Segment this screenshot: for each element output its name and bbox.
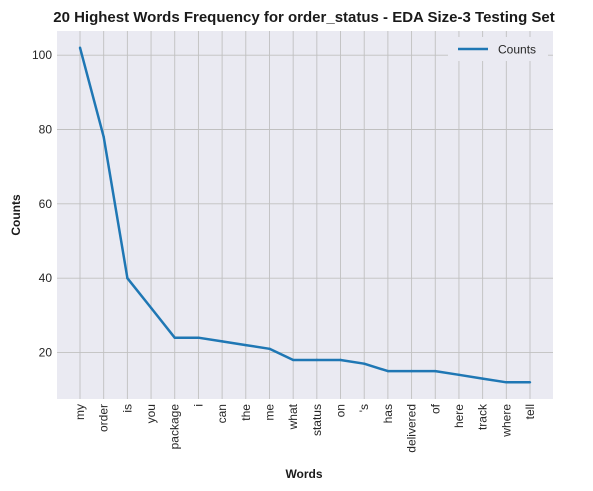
data-point xyxy=(197,336,200,339)
data-point xyxy=(244,343,247,347)
data-point xyxy=(528,381,532,384)
data-point xyxy=(481,377,484,380)
grid-lines xyxy=(57,31,553,399)
x-tick-label: tell xyxy=(523,404,537,419)
data-point xyxy=(102,135,105,139)
series-layer xyxy=(78,46,532,384)
data-point xyxy=(291,358,295,362)
x-tick-label: what xyxy=(286,403,300,430)
legend: Counts xyxy=(448,37,548,61)
data-point xyxy=(126,276,129,280)
x-tick-label: has xyxy=(381,404,395,423)
y-tick-label: 40 xyxy=(39,271,53,285)
series-line-counts xyxy=(78,47,530,384)
x-tick-label: i xyxy=(191,404,205,407)
x-tick-label: the xyxy=(239,404,253,421)
data-point xyxy=(339,358,342,362)
y-tick-label: 80 xyxy=(39,123,53,137)
x-tick-label: my xyxy=(73,404,87,420)
x-axis-ticks: my order is you package i can the me what status on… xyxy=(73,403,537,453)
x-tick-label: track xyxy=(476,403,490,430)
data-point xyxy=(410,369,413,373)
y-axis-ticks: 20 40 60 80 100 xyxy=(32,48,52,359)
x-tick-label: package xyxy=(168,404,182,450)
x-tick-label: me xyxy=(262,404,276,421)
x-tick-label: status xyxy=(310,404,324,436)
data-point xyxy=(386,369,390,373)
data-point xyxy=(457,373,461,377)
data-point xyxy=(173,336,176,339)
x-tick-label: where xyxy=(499,404,513,438)
x-tick-label: here xyxy=(452,404,466,428)
data-point xyxy=(363,362,366,365)
y-tick-label: 100 xyxy=(32,48,52,62)
plot-area xyxy=(57,31,553,399)
y-axis-label: Counts xyxy=(9,194,23,236)
data-point xyxy=(78,46,82,49)
data-point xyxy=(268,347,271,351)
x-tick-label: on xyxy=(334,404,348,417)
x-tick-label: of xyxy=(428,403,442,414)
data-point xyxy=(149,306,153,310)
data-point xyxy=(220,340,224,343)
x-tick-label: you xyxy=(144,404,158,423)
legend-label-counts: Counts xyxy=(498,43,536,57)
data-point xyxy=(315,358,319,362)
x-tick-label: is xyxy=(120,404,134,413)
x-axis-label: Words xyxy=(285,467,322,481)
data-point xyxy=(505,381,508,384)
data-point xyxy=(434,369,437,373)
x-tick-label: can xyxy=(215,404,229,423)
x-tick-label: 's xyxy=(357,404,371,412)
y-tick-label: 20 xyxy=(39,346,53,360)
y-tick-label: 60 xyxy=(39,197,53,211)
x-tick-label: order xyxy=(97,404,111,432)
chart-title: 20 Highest Words Frequency for order_sta… xyxy=(53,9,555,26)
x-tick-label: delivered xyxy=(405,404,419,453)
